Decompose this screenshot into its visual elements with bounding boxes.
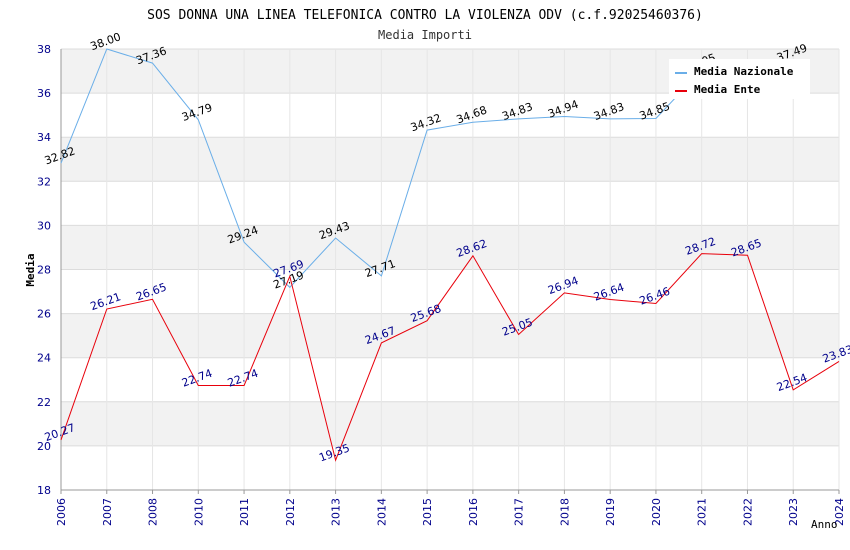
chart-subtitle: Media Importi bbox=[378, 28, 472, 42]
y-tick-label: 34 bbox=[37, 131, 51, 144]
plot-band bbox=[61, 313, 839, 358]
x-tick-label: 2020 bbox=[650, 498, 663, 526]
x-axis-label: Anno bbox=[811, 518, 838, 531]
y-tick-label: 32 bbox=[37, 175, 51, 188]
x-tick-label: 2018 bbox=[558, 498, 571, 526]
y-tick-labels: 18 20 22 24 26 28 30 32 34 36 38 bbox=[37, 43, 51, 497]
x-tick-label: 2023 bbox=[787, 498, 800, 526]
plot-band bbox=[61, 225, 839, 270]
x-tick-label: 2012 bbox=[284, 498, 297, 526]
y-tick-label: 20 bbox=[37, 440, 51, 453]
x-tick-labels: 2006 2007 2008 2010 2011 2012 2013 2014 2015 2016… bbox=[55, 498, 846, 526]
legend-label-ente: Media Ente bbox=[694, 83, 761, 96]
data-label: 34.32 bbox=[409, 111, 443, 134]
y-tick-label: 26 bbox=[37, 308, 51, 321]
legend-box bbox=[669, 59, 810, 99]
data-label: 26.46 bbox=[638, 285, 672, 308]
x-tick-label: 2014 bbox=[375, 498, 388, 526]
y-tick-label: 24 bbox=[37, 352, 51, 365]
y-tick-label: 22 bbox=[37, 396, 51, 409]
x-tick-label: 2006 bbox=[55, 498, 68, 526]
x-tick-label: 2008 bbox=[147, 498, 160, 526]
data-label: 22.54 bbox=[775, 371, 809, 394]
plot-bands bbox=[61, 49, 839, 446]
y-tick-label: 18 bbox=[37, 484, 51, 497]
x-tick-label: 2017 bbox=[513, 498, 526, 526]
y-tick-label: 38 bbox=[37, 43, 51, 56]
y-tick-label: 36 bbox=[37, 87, 51, 100]
plot-band bbox=[61, 401, 839, 446]
legend: Media Nazionale Media Ente bbox=[669, 59, 810, 99]
data-label: 34.85 bbox=[638, 100, 672, 123]
x-tick-label: 2022 bbox=[741, 498, 754, 526]
legend-label-nazionale: Media Nazionale bbox=[694, 65, 794, 78]
series-line-nazionale bbox=[60, 48, 794, 289]
y-tick-label: 30 bbox=[37, 219, 51, 232]
data-label: 34.79 bbox=[180, 101, 214, 124]
x-tick-label: 2021 bbox=[696, 498, 709, 526]
data-label: 22.74 bbox=[226, 367, 260, 390]
data-label: 22.74 bbox=[180, 367, 214, 390]
data-label: 26.21 bbox=[89, 290, 123, 313]
x-tick-label: 2010 bbox=[192, 498, 205, 526]
plot-band bbox=[61, 137, 839, 182]
y-axis-label: Media bbox=[24, 253, 37, 286]
data-label: 34.68 bbox=[455, 103, 489, 126]
gridlines bbox=[60, 48, 840, 491]
x-tick-label: 2016 bbox=[467, 498, 480, 526]
series-line-ente bbox=[60, 253, 840, 462]
x-tick-label: 2024 bbox=[833, 498, 846, 526]
chart-title: SOS DONNA UNA LINEA TELEFONICA CONTRO LA… bbox=[147, 8, 703, 23]
series-lines bbox=[60, 48, 840, 462]
x-tick-label: 2013 bbox=[330, 498, 343, 526]
x-tick-label: 2007 bbox=[101, 498, 114, 526]
data-label: 34.83 bbox=[500, 100, 534, 123]
x-tick-label: 2015 bbox=[421, 498, 434, 526]
x-tick-label: 2019 bbox=[604, 498, 617, 526]
axes bbox=[60, 49, 840, 494]
x-tick-label: 2011 bbox=[238, 498, 251, 526]
y-tick-label: 28 bbox=[37, 264, 51, 277]
data-label: 34.83 bbox=[592, 100, 626, 123]
